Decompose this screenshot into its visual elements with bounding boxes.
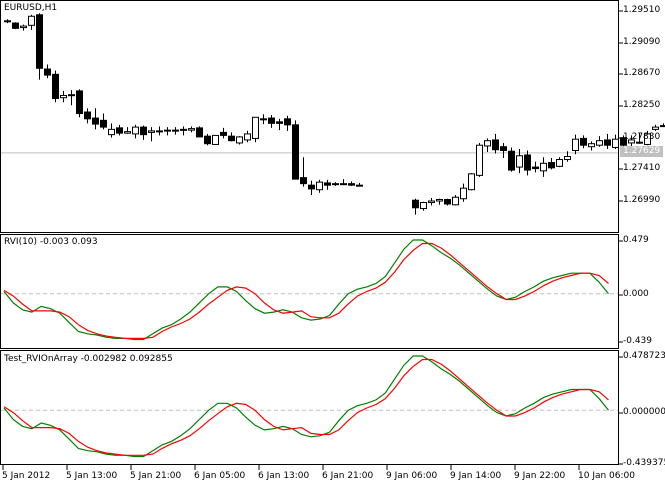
- test-panel-frame: [0, 350, 619, 465]
- y-tick-label: 1.26990: [623, 195, 661, 205]
- x-tick-label: 6 Jan 13:00: [258, 471, 310, 481]
- y-tick-label: 0.000: [623, 289, 649, 299]
- y-tick-label: 1.28670: [623, 68, 661, 78]
- x-tick-label: 5 Jan 2012: [2, 471, 51, 481]
- x-tick-label: 9 Jan 22:00: [514, 471, 566, 481]
- main-panel-title: EURUSD,H1: [4, 3, 58, 13]
- x-tick-label: 5 Jan 13:00: [66, 471, 118, 481]
- x-tick-label: 9 Jan 14:00: [450, 471, 502, 481]
- current-price-label: 1.27629: [620, 146, 664, 157]
- y-tick-label: 0.478723: [623, 351, 665, 361]
- x-tick-label: 9 Jan 06:00: [386, 471, 438, 481]
- test-panel-title: Test_RVIOnArray -0.002982 0.092855: [4, 354, 173, 364]
- y-tick-label: 0.479: [623, 235, 649, 245]
- x-tick-label: 10 Jan 06:00: [578, 471, 635, 481]
- y-tick-label: 1.29090: [623, 37, 661, 47]
- y-tick-label: -0.439: [623, 336, 653, 346]
- x-tick-label: 6 Jan 21:00: [322, 471, 374, 481]
- y-tick-label: -0.439375: [623, 458, 665, 468]
- rvi-panel-title: RVI(10) -0.003 0.093: [4, 237, 98, 247]
- y-tick-label: 0.000000: [623, 407, 665, 417]
- test-rvi-lines: [1, 355, 618, 458]
- y-tick-label: 1.28250: [623, 100, 661, 110]
- y-tick-label: 1.27410: [623, 163, 661, 173]
- y-tick-label: 1.29510: [623, 5, 661, 15]
- rvi-panel-frame: [0, 234, 619, 349]
- y-tick-label: 1.27830: [623, 132, 661, 142]
- x-tick-label: 6 Jan 05:00: [194, 471, 246, 481]
- main-panel-frame: [0, 0, 619, 233]
- candlestick-series: [1, 13, 665, 215]
- axis-ticks: [2, 10, 623, 470]
- x-tick-label: 5 Jan 21:00: [130, 471, 182, 481]
- rvi-lines: [1, 239, 618, 341]
